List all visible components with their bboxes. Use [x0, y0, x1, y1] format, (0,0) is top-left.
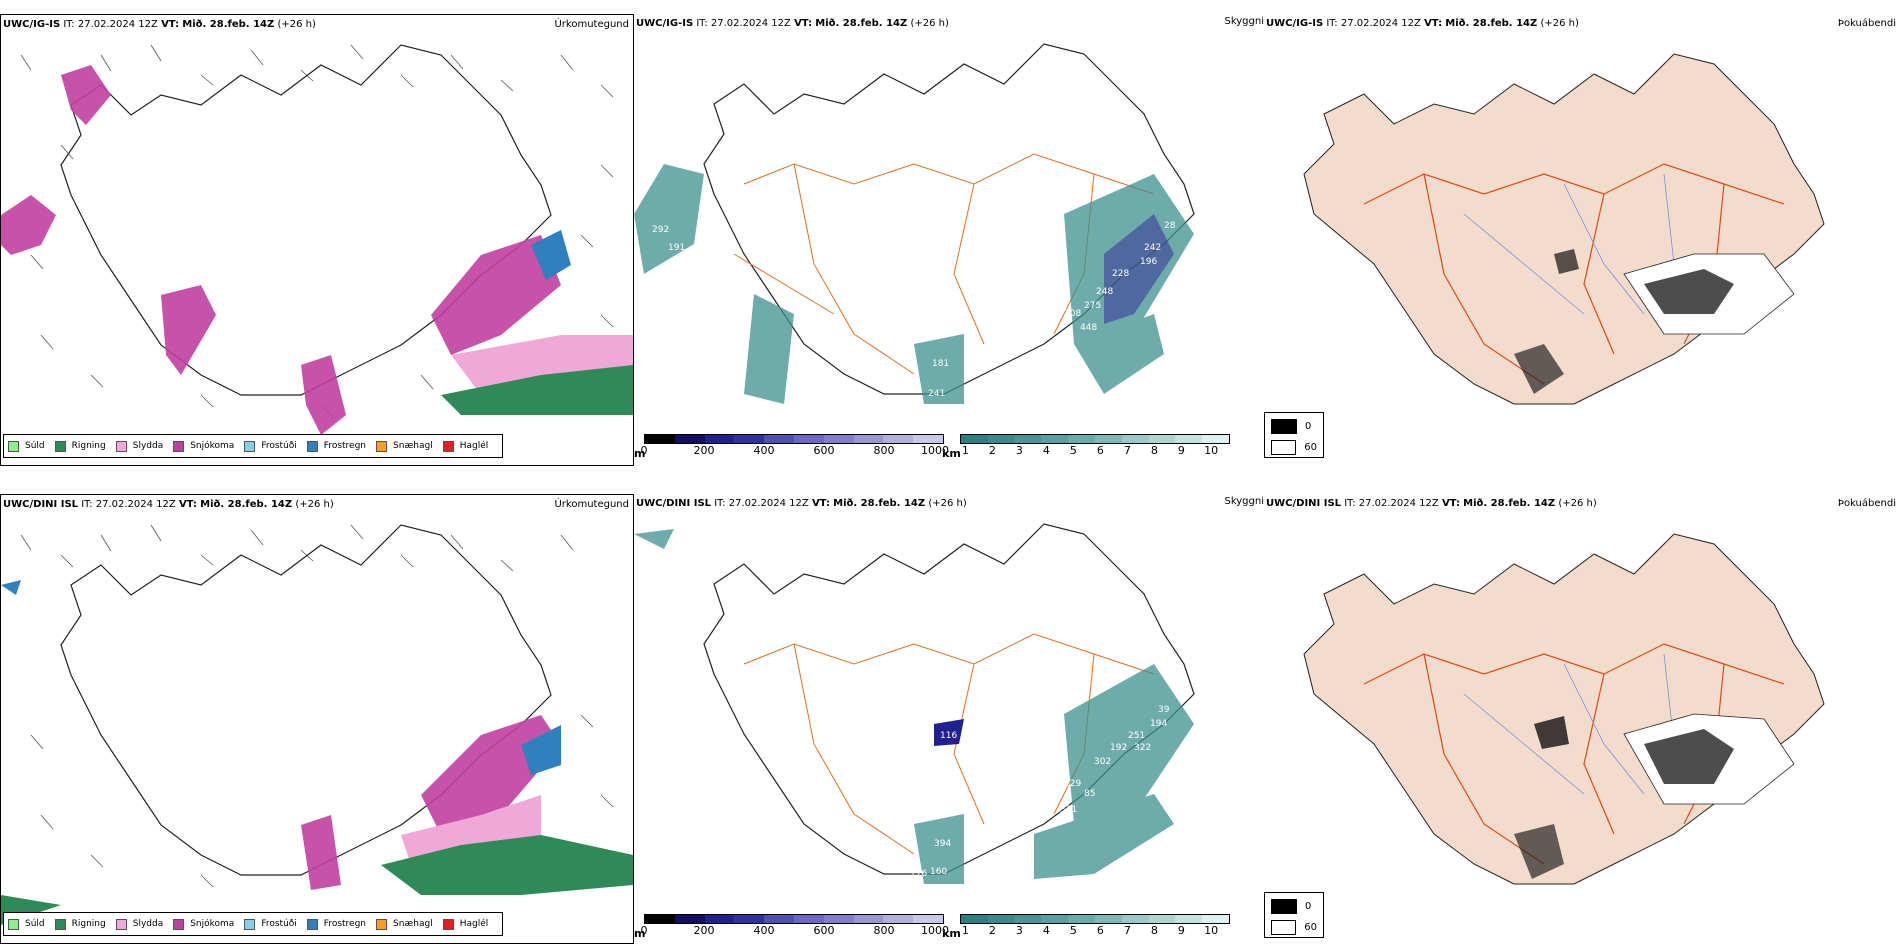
svg-text:116: 116 — [940, 731, 957, 741]
precip-type-panel-bottom: UWC/DINI ISL IT: 27.02.2024 12Z VT: Mið.… — [0, 494, 634, 944]
fog-panel-bottom: UWC/DINI ISL IT: 27.02.2024 12Z VT: Mið.… — [1264, 494, 1900, 944]
fog-legend-top: 0 60 — [1264, 412, 1324, 458]
visibility-colorbar-bottom: 1 2 3 4 5 6 7 8 9 10 — [960, 914, 1230, 938]
svg-text:205: 205 — [1058, 343, 1075, 353]
wind-barbs — [20, 44, 614, 418]
precip-legend-top: Súld Rigning Slydda Snjókoma Frostúði Fr… — [3, 434, 504, 458]
title-visibility-top: Skyggni — [1224, 16, 1264, 27]
ceiling-unit-bottom: m — [634, 927, 646, 940]
svg-text:160: 160 — [930, 867, 947, 877]
svg-text:394: 394 — [934, 839, 951, 849]
svg-text:194: 194 — [1150, 719, 1167, 729]
visibility-panel-bottom: 116 251 194 192 322 302 229 85 331 394 1… — [634, 494, 1264, 944]
precip-legend-bottom: Súld Rigning Slydda Snjókoma Frostúði Fr… — [3, 912, 504, 936]
svg-text:28: 28 — [1164, 221, 1176, 231]
svg-text:241: 241 — [928, 389, 945, 399]
title-precip-type-top: Úrkomutegund — [554, 19, 629, 30]
ceiling-unit-top: m — [634, 447, 646, 460]
svg-text:196: 196 — [1140, 257, 1157, 267]
header-top-visibility: UWC/IG-IS IT: 27.02.2024 12Z VT: Mið. 28… — [636, 18, 949, 29]
svg-text:191: 191 — [668, 243, 685, 253]
svg-text:251: 251 — [1128, 731, 1145, 741]
precip-map-bottom — [1, 524, 633, 925]
ceiling-colorbar-bottom: 0 200 400 600 800 1000 — [641, 914, 949, 938]
title-fog-top: Þokuábendi — [1837, 18, 1896, 29]
title-precip-type-bottom: Úrkomutegund — [554, 499, 629, 510]
iceland-coastline — [60, 44, 552, 396]
header-top-fog: UWC/IG-IS IT: 27.02.2024 12Z VT: Mið. 28… — [1266, 18, 1579, 29]
svg-text:275: 275 — [1084, 301, 1101, 311]
svg-text:208: 208 — [1064, 309, 1081, 319]
title-visibility-bottom: Skyggni — [1224, 496, 1264, 507]
svg-text:229: 229 — [1064, 779, 1081, 789]
visibility-unit-top: km — [942, 447, 961, 460]
precip-rain — [441, 365, 633, 415]
svg-text:331: 331 — [1060, 805, 1077, 815]
svg-text:228: 228 — [1112, 269, 1129, 279]
svg-text:448: 448 — [1080, 323, 1097, 333]
visibility-map-bottom: 116 251 194 192 322 302 229 85 331 394 1… — [634, 523, 1195, 884]
svg-text:292: 292 — [652, 225, 669, 235]
header-bottom-visibility: UWC/DINI ISL IT: 27.02.2024 12Z VT: Mið.… — [636, 498, 967, 509]
visibility-map-top: 292 191 228 242 196 248 275 208 448 205 … — [634, 43, 1195, 404]
fog-map-top — [1303, 53, 1825, 405]
svg-text:192: 192 — [1110, 743, 1127, 753]
precip-map-top — [1, 44, 633, 435]
precip-type-panel-top: UWC/IG-IS IT: 27.02.2024 12Z VT: Mið. 28… — [0, 14, 634, 466]
header-bottom-fog: UWC/DINI ISL IT: 27.02.2024 12Z VT: Mið.… — [1266, 498, 1597, 509]
svg-text:248: 248 — [1096, 287, 1113, 297]
ceiling-colorbar-top: 0 200 400 600 800 1000 — [641, 434, 949, 458]
fog-map-bottom — [1303, 533, 1825, 885]
svg-text:242: 242 — [1144, 243, 1161, 253]
svg-text:322: 322 — [1134, 743, 1151, 753]
svg-text:181: 181 — [932, 359, 949, 369]
visibility-panel-top: 292 191 228 242 196 248 275 208 448 205 … — [634, 14, 1264, 464]
svg-text:302: 302 — [1094, 757, 1111, 767]
svg-text:39: 39 — [1158, 705, 1170, 715]
title-fog-bottom: Þokuábendi — [1837, 498, 1896, 509]
header-bottom-precip: UWC/DINI ISL IT: 27.02.2024 12Z VT: Mið.… — [3, 499, 334, 510]
fog-panel-top: UWC/IG-IS IT: 27.02.2024 12Z VT: Mið. 28… — [1264, 14, 1900, 464]
visibility-unit-bottom: km — [942, 927, 961, 940]
svg-text:85: 85 — [1084, 789, 1095, 799]
header-top-precip: UWC/IG-IS IT: 27.02.2024 12Z VT: Mið. 28… — [3, 19, 316, 30]
precip-fzrain — [531, 230, 571, 280]
fog-legend-bottom: 0 60 — [1264, 892, 1324, 938]
svg-text:176: 176 — [910, 869, 927, 879]
visibility-colorbar-top: 1 2 3 4 5 6 7 8 9 10 — [960, 434, 1230, 458]
